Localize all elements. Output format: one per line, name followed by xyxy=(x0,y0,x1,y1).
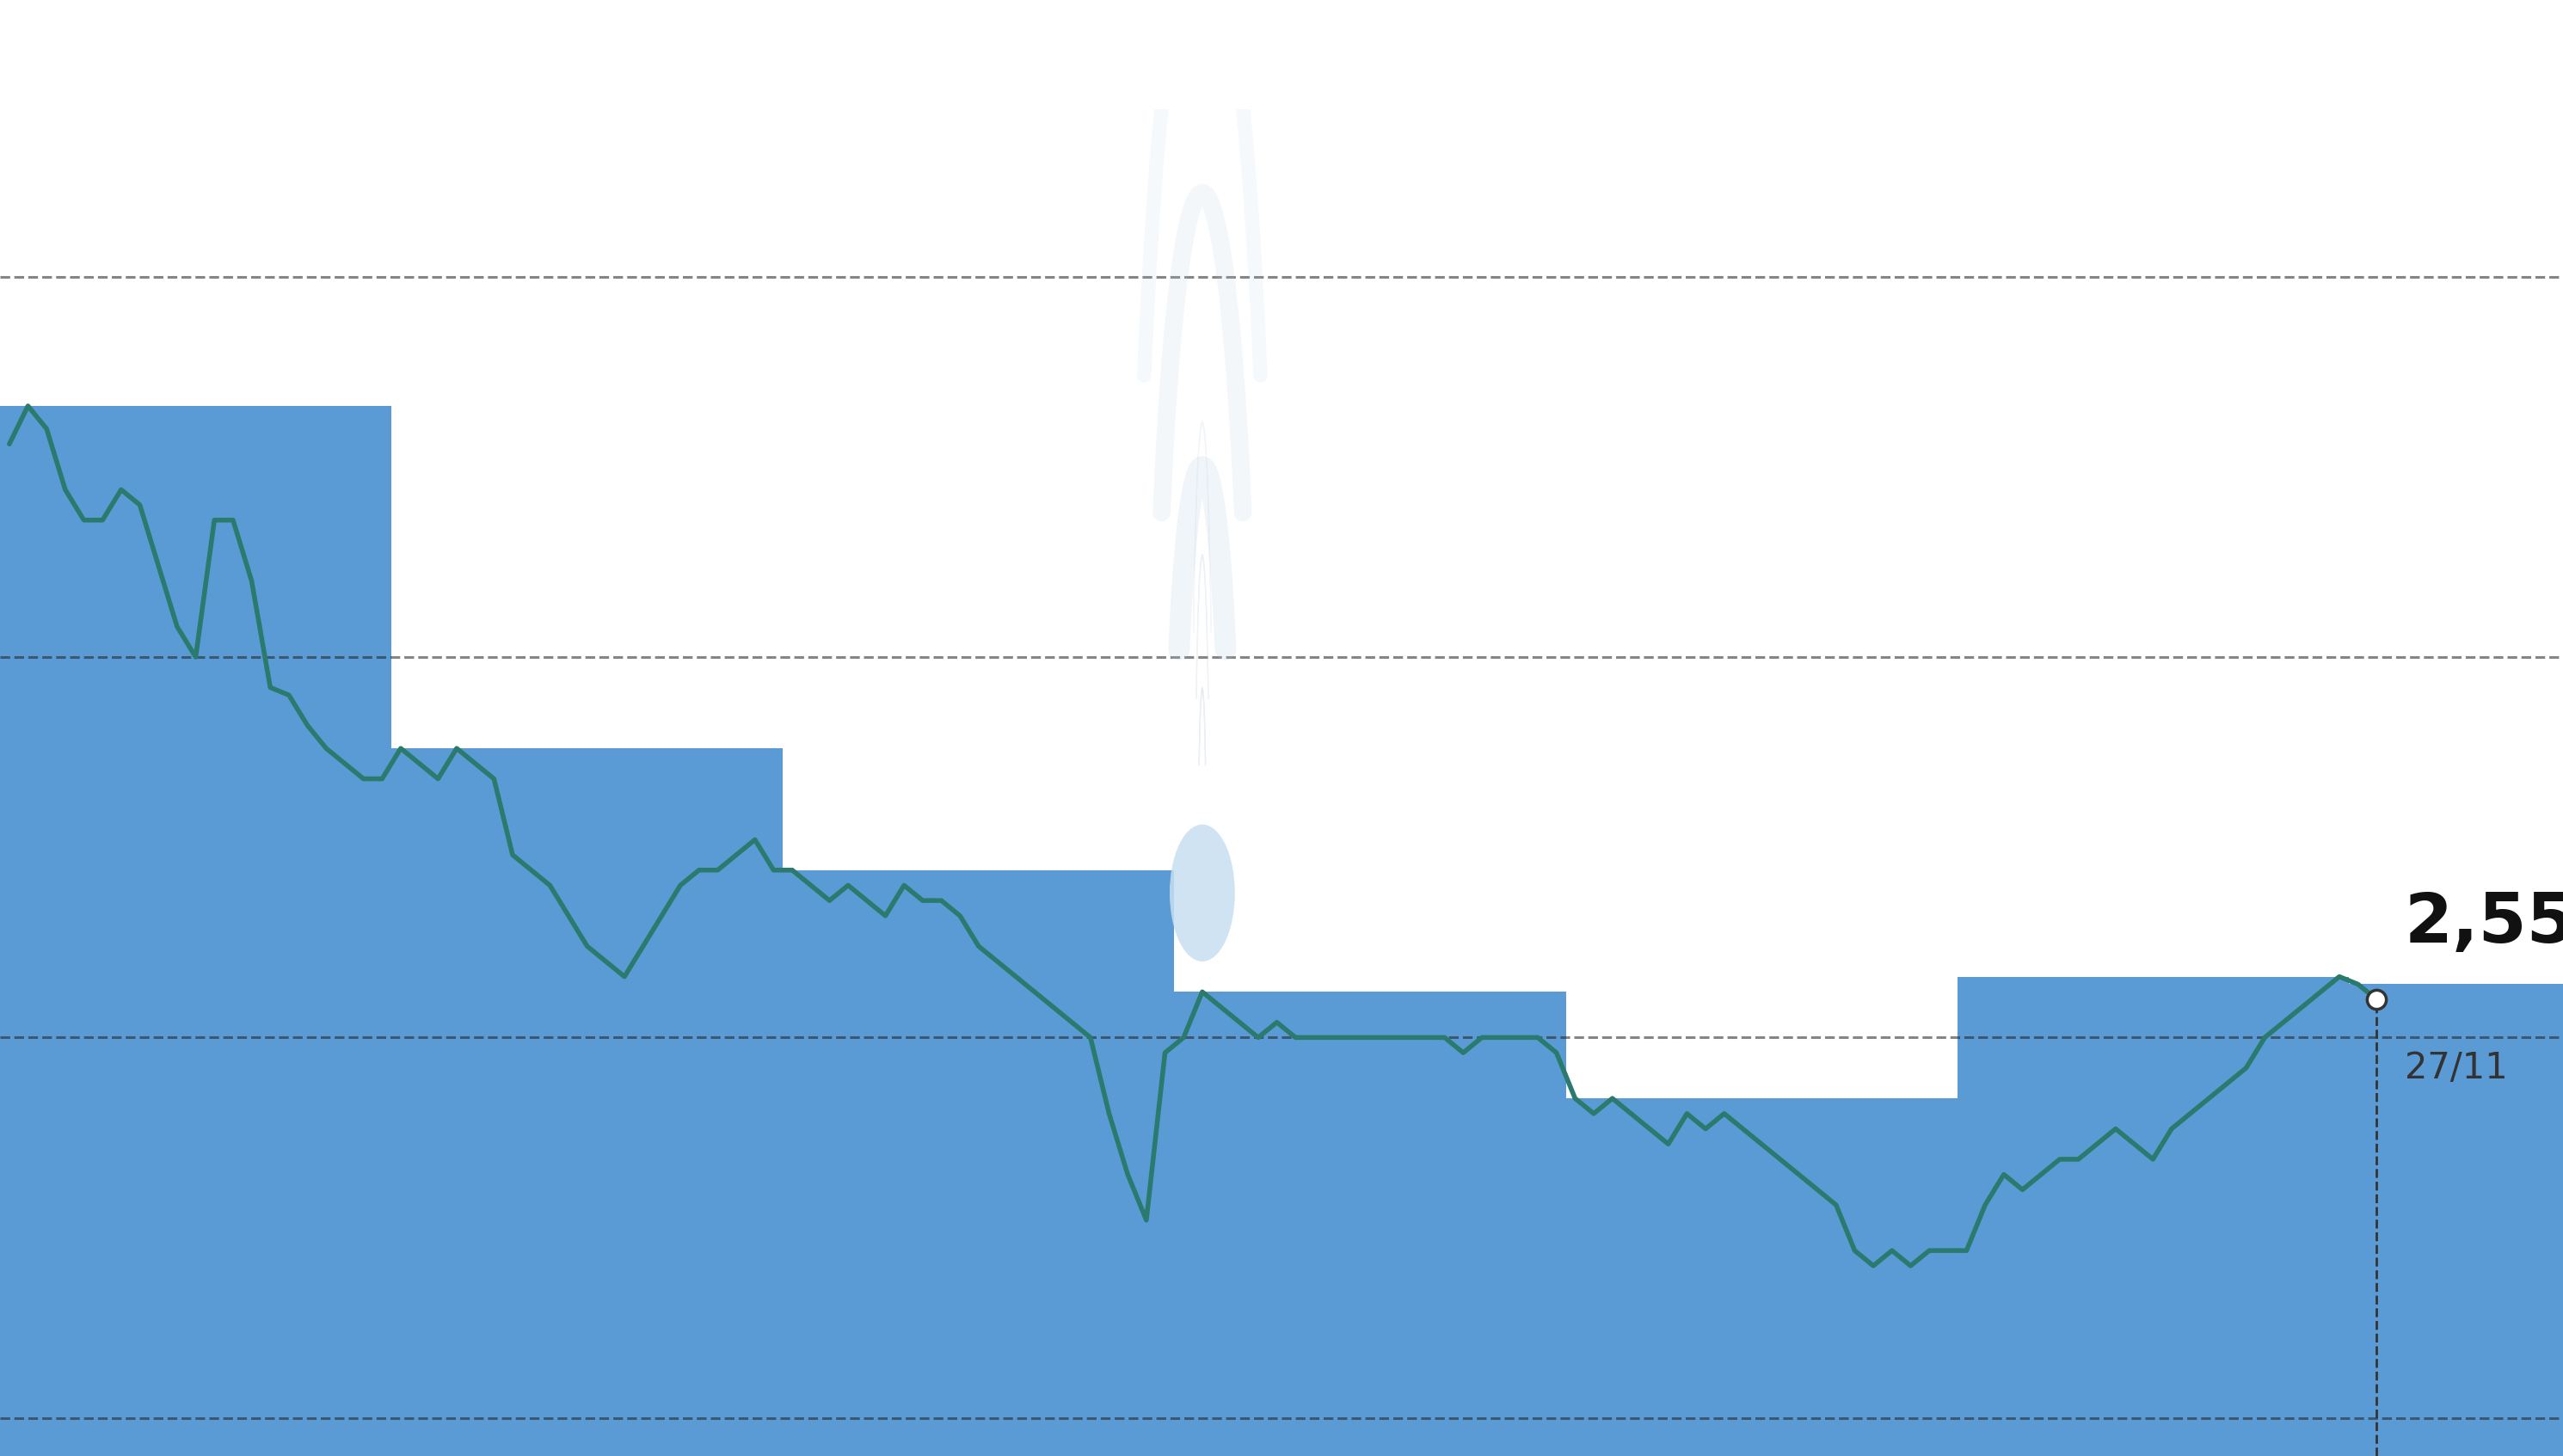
Bar xyxy=(392,748,782,1456)
Text: 2,55: 2,55 xyxy=(2404,890,2563,957)
Bar xyxy=(1958,977,2348,1456)
Wedge shape xyxy=(1199,687,1205,766)
Bar xyxy=(2348,984,2563,1456)
Text: 27/11: 27/11 xyxy=(2404,1050,2507,1086)
Bar xyxy=(782,871,1174,1456)
Wedge shape xyxy=(1194,421,1212,632)
Ellipse shape xyxy=(1169,824,1235,961)
Wedge shape xyxy=(1197,555,1207,699)
Bar xyxy=(1566,1098,1958,1456)
Text: QWAMPLIFY: QWAMPLIFY xyxy=(915,3,1648,106)
Bar xyxy=(0,406,392,1456)
Bar xyxy=(1174,992,1566,1456)
